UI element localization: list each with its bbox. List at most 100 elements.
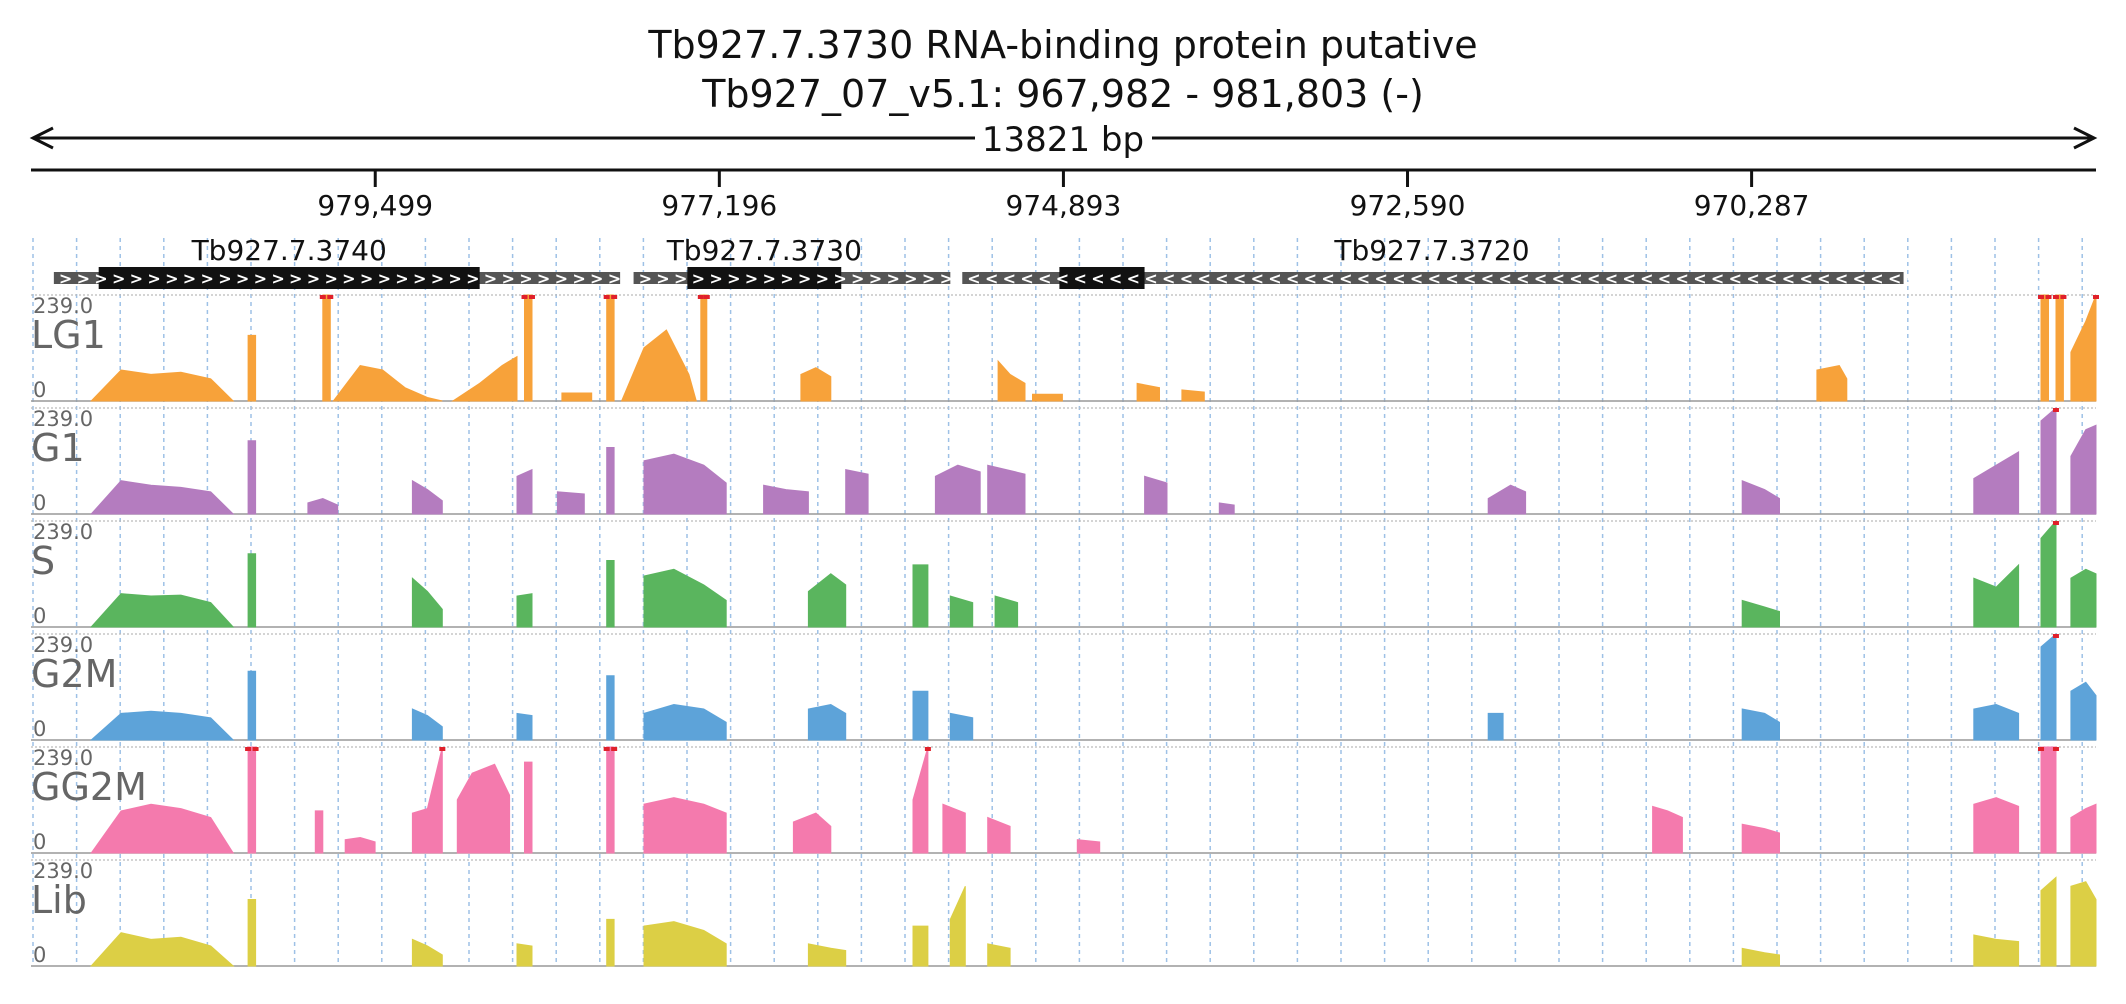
coverage-peak xyxy=(516,593,533,628)
coverage-peak xyxy=(1741,599,1780,628)
overflow-marker xyxy=(703,295,710,299)
track-label: LG1 xyxy=(31,313,106,357)
track-label: S xyxy=(31,539,55,583)
coverage-peak xyxy=(2055,294,2064,402)
overflow-marker xyxy=(2093,295,2099,299)
y-min-label: 0 xyxy=(33,717,46,741)
overflow-marker xyxy=(611,747,618,751)
coverage-peak xyxy=(1218,502,1235,515)
coverage-peak xyxy=(949,595,974,628)
coordinate-axis: 979,499 977,196 974,893 972,590 970,287 xyxy=(31,168,2096,222)
overflow-marker xyxy=(603,747,610,751)
overflow-marker xyxy=(439,747,446,751)
y-max-label: 239.0 xyxy=(33,520,93,544)
coverage-peak xyxy=(524,761,533,854)
y-min-label: 0 xyxy=(33,378,46,402)
axis-tick-label: 972,590 xyxy=(1350,189,1466,222)
locus-label: Tb927_07_v5.1: 967,982 - 981,803 (-) xyxy=(701,72,1424,116)
axis-tick-label: 977,196 xyxy=(661,189,777,222)
gene-Tb927-7-3740: >>>>>>>>>>>>>>>>>>>>>>>>>>>>>>>>>>>>>>>>… xyxy=(53,234,798,289)
coverage-peak xyxy=(1741,479,1780,515)
gene-label: Tb927.7.3740 xyxy=(191,234,387,267)
coverage-peak xyxy=(949,712,974,741)
overflow-marker xyxy=(2052,521,2059,525)
coverage-peak xyxy=(247,334,257,402)
coverage-peak xyxy=(247,440,257,515)
track-lib: 239.0 0 Lib xyxy=(31,859,2097,967)
coverage-peak xyxy=(700,294,708,402)
coverage-peak xyxy=(912,925,929,967)
coverage-peak xyxy=(997,359,1026,402)
y-max-label: 239.0 xyxy=(33,633,93,657)
overflow-marker xyxy=(2060,295,2067,299)
coverage-peak xyxy=(516,468,533,515)
track-g2m: 239.0 0 G2M xyxy=(31,632,2097,741)
coverage-peak xyxy=(411,938,443,967)
overflow-marker xyxy=(2052,295,2059,299)
coverage-peak xyxy=(643,921,727,967)
coverage-peak xyxy=(606,746,615,854)
coverage-peak xyxy=(949,885,966,967)
coverage-peak xyxy=(1973,703,2020,741)
coverage-peak xyxy=(942,803,966,854)
coverage-peak xyxy=(912,746,929,854)
overflow-marker xyxy=(2038,747,2045,751)
coverage-peak xyxy=(516,712,533,741)
coverage-peak xyxy=(2040,519,2057,628)
strand-arrows: <<<<<<<<<<<<<<<<<<<<<<<<<<<<<<<<<<<<<<<<… xyxy=(967,269,2126,288)
coverage-peak xyxy=(994,595,1019,628)
coverage-peak xyxy=(247,899,257,967)
coverage-peak xyxy=(524,294,533,402)
coverage-peak xyxy=(2070,424,2097,515)
coverage-peak xyxy=(1076,839,1101,854)
coverage-peak xyxy=(411,746,443,854)
track-label: G2M xyxy=(31,652,117,696)
coverage-peak xyxy=(1741,947,1780,967)
axis-tick-label: 974,893 xyxy=(1006,189,1122,222)
coverage-peak xyxy=(411,708,443,741)
y-max-label: 239.0 xyxy=(33,746,93,770)
coverage-peak xyxy=(456,763,511,854)
coverage-peak xyxy=(2040,294,2049,402)
span-arrow-left xyxy=(29,126,54,150)
coverage-peak xyxy=(2070,294,2097,402)
axis-tick-label: 970,287 xyxy=(1694,189,1810,222)
y-max-label: 239.0 xyxy=(33,294,93,318)
y-max-label: 239.0 xyxy=(33,859,93,883)
overflow-marker xyxy=(2052,408,2059,412)
coverage-peak xyxy=(987,464,1026,515)
coverage-peak xyxy=(763,484,809,515)
coverage-peak xyxy=(307,497,339,515)
coverage-peak xyxy=(987,816,1011,854)
coverage-peak xyxy=(516,943,533,967)
coverage-peak xyxy=(643,453,727,515)
coverage-tracks: 239.00LG1239.00G1239.00S239.00G2M239.00G… xyxy=(31,294,2099,967)
gene-track: >>>>>>>>>>>>>>>>>>>>>>>>>>>>>>>>>>>>>>>>… xyxy=(53,234,2126,289)
gene-cds-block xyxy=(1059,267,1145,289)
span-indicator: 13821 bp xyxy=(29,120,2098,160)
coverage-peak xyxy=(606,447,615,515)
coverage-peak xyxy=(620,329,697,402)
coverage-peak xyxy=(1741,708,1780,741)
coverage-peak xyxy=(1973,563,2020,628)
coverage-peak xyxy=(1136,382,1160,402)
coverage-peak xyxy=(987,943,1011,967)
coverage-peak xyxy=(561,392,593,402)
track-label: GG2M xyxy=(31,765,147,809)
coverage-peak xyxy=(807,703,847,741)
overflow-marker xyxy=(521,295,528,299)
gene-label: Tb927.7.3720 xyxy=(1333,234,1529,267)
y-min-label: 0 xyxy=(33,830,46,854)
gene-cds-block xyxy=(687,267,842,289)
coverage-peak xyxy=(1144,475,1168,515)
overflow-marker xyxy=(2052,634,2059,638)
y-min-label: 0 xyxy=(33,943,46,967)
coverage-peak xyxy=(2070,568,2097,628)
axis-tick-label: 979,499 xyxy=(317,189,433,222)
coverage-peak xyxy=(1973,934,2020,967)
coverage-peak xyxy=(90,593,235,628)
coverage-peak xyxy=(2040,746,2057,854)
overflow-marker xyxy=(327,295,334,299)
coverage-peak xyxy=(247,553,257,628)
coverage-peak xyxy=(2040,876,2057,967)
